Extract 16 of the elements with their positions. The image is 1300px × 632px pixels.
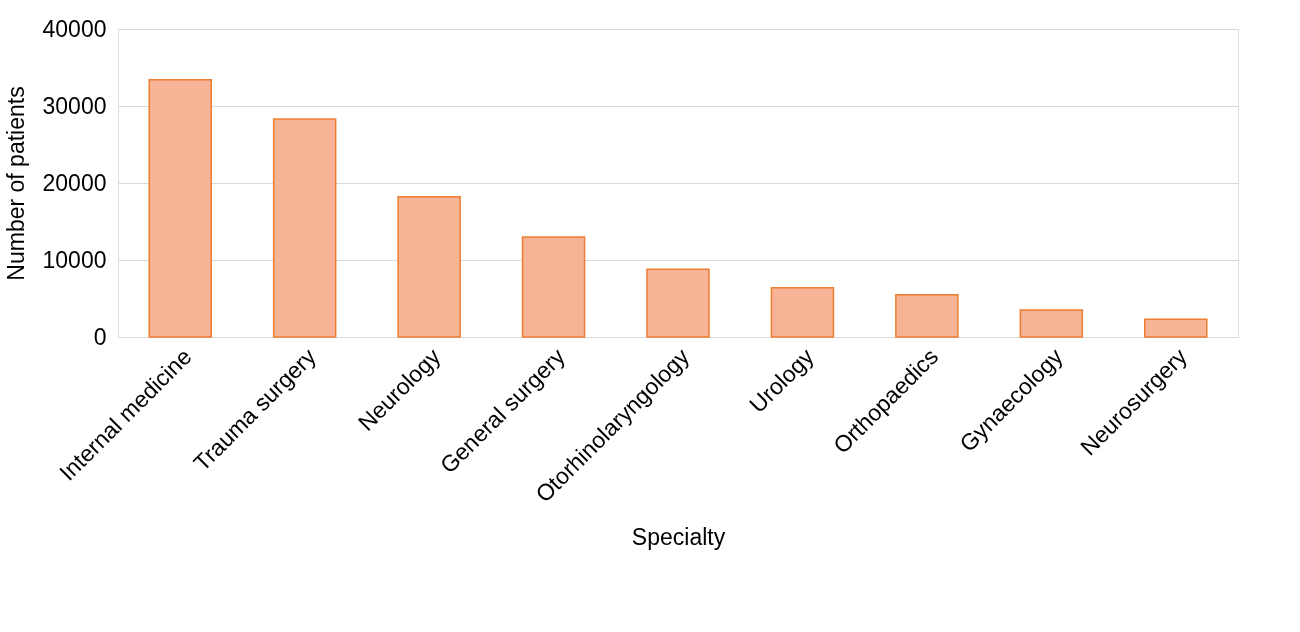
x-axis-title: Specialty [631, 524, 726, 551]
y-tick-label: 20000 [42, 169, 107, 196]
y-tick-label: 10000 [42, 246, 107, 273]
y-tick-label: 30000 [42, 92, 107, 119]
bar [397, 196, 461, 338]
bar [1144, 318, 1208, 338]
y-tick-label: 40000 [42, 15, 107, 42]
y-axis-title: Number of patients [2, 86, 29, 281]
bar [770, 286, 835, 338]
bar [148, 79, 212, 338]
bar [521, 236, 586, 338]
bar [272, 118, 337, 338]
bar [1019, 309, 1084, 338]
y-tick-label: 0 [93, 323, 107, 350]
bar [646, 268, 710, 338]
bar [895, 293, 959, 338]
